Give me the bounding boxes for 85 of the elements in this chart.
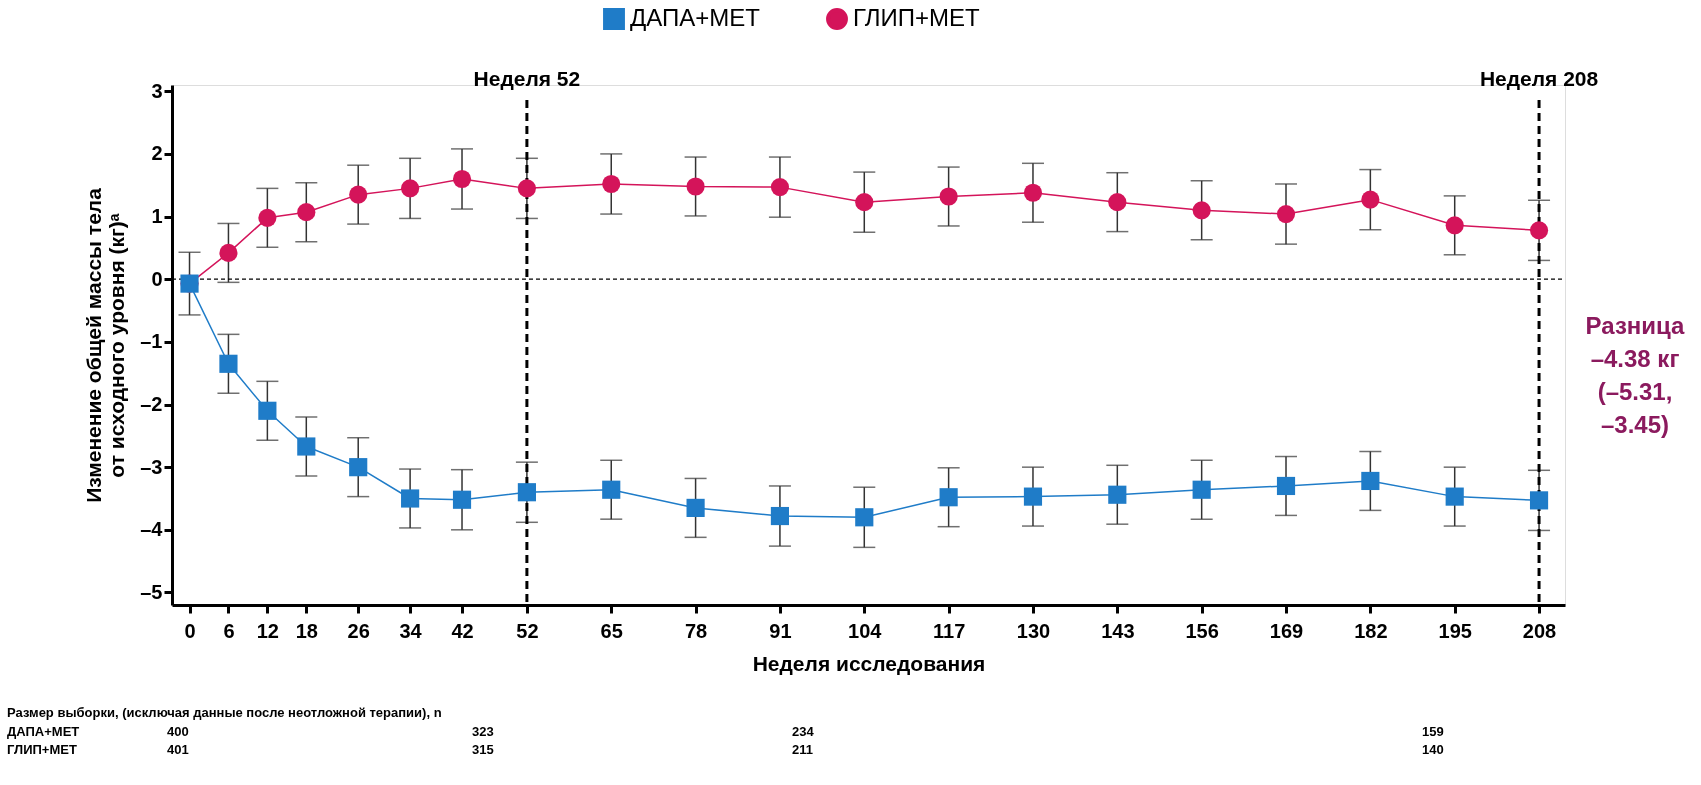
point xyxy=(1023,487,1043,506)
point xyxy=(219,354,238,373)
point xyxy=(686,177,705,196)
point xyxy=(219,243,238,262)
point xyxy=(1192,480,1211,499)
x-tick-label: 18 xyxy=(295,619,318,642)
y-tick-label: –2 xyxy=(140,393,163,416)
point xyxy=(517,179,536,198)
point xyxy=(686,498,705,517)
point xyxy=(1276,205,1296,224)
text: 234 xyxy=(792,724,815,739)
text: ГЛИП+МЕТ xyxy=(7,742,77,757)
x-tick-label: 156 xyxy=(1185,619,1219,642)
point xyxy=(939,488,958,507)
text: 159 xyxy=(1422,724,1444,739)
text: Размер выборки, (исключая данные после неотложной терапии), n xyxy=(7,705,442,720)
legend-label: ДАПА+МЕТ xyxy=(630,4,761,32)
point xyxy=(452,490,472,509)
y-tick-label: 1 xyxy=(151,205,163,228)
point xyxy=(1361,190,1380,209)
x-tick-label: 208 xyxy=(1522,619,1557,642)
point xyxy=(1361,471,1380,491)
point xyxy=(602,480,621,499)
point xyxy=(1192,201,1211,220)
x-tick-label: 91 xyxy=(769,619,792,642)
point xyxy=(1108,193,1127,212)
x-tick-label: 12 xyxy=(256,619,279,642)
point xyxy=(602,174,621,194)
x-tick-label: 0 xyxy=(184,619,196,642)
x-tick-label: 42 xyxy=(451,619,474,642)
point xyxy=(770,178,790,197)
point xyxy=(1108,485,1127,504)
point xyxy=(349,458,368,477)
x-tick-label: 104 xyxy=(848,619,883,642)
point xyxy=(258,208,277,227)
point xyxy=(855,508,874,527)
point xyxy=(855,193,874,212)
y-tick-label: –1 xyxy=(140,330,163,353)
y-tick-label: 2 xyxy=(151,142,163,165)
ref-line-label: Неделя 208 xyxy=(1479,67,1599,90)
text: 211 xyxy=(792,742,813,757)
text: 315 xyxy=(472,742,494,757)
point xyxy=(1529,491,1549,510)
y-tick-label: 3 xyxy=(151,79,163,102)
y-axis-title: Изменение общей массы тела от исходного уровня (кг)ᵃ xyxy=(82,187,129,503)
text: 140 xyxy=(1422,742,1444,757)
point xyxy=(401,489,420,508)
text: 401 xyxy=(167,742,189,757)
x-tick-label: 65 xyxy=(600,619,623,642)
y-tick-label: –4 xyxy=(140,518,164,541)
point xyxy=(401,179,420,198)
point xyxy=(1445,487,1464,506)
x-tick-label: 52 xyxy=(516,619,539,642)
x-tick-label: 78 xyxy=(684,619,708,642)
x-tick-label: 26 xyxy=(347,619,370,642)
text: Разница –4.38 кг (–5.31, –3.45) xyxy=(1585,312,1686,438)
text: ДАПА+МЕТ xyxy=(7,724,80,739)
x-tick-label: 34 xyxy=(399,619,423,642)
x-axis-title: Неделя исследования xyxy=(752,651,986,675)
point xyxy=(1445,216,1464,235)
y-tick-label: –3 xyxy=(140,455,163,478)
x-tick-label: 143 xyxy=(1101,619,1135,642)
x-tick-label: 130 xyxy=(1016,619,1051,642)
x-tick-label: 169 xyxy=(1269,619,1304,642)
x-tick-label: 195 xyxy=(1438,619,1472,642)
point xyxy=(297,437,316,456)
point xyxy=(517,483,536,502)
x-tick-label: 117 xyxy=(933,619,966,642)
x-tick-label: 182 xyxy=(1354,619,1388,642)
point xyxy=(939,187,958,206)
y-tick-label: 0 xyxy=(151,267,163,290)
point xyxy=(1529,221,1549,240)
y-tick-label: –5 xyxy=(140,580,163,603)
x-tick-label: 6 xyxy=(223,619,235,642)
point xyxy=(452,169,472,189)
legend-label: ГЛИП+МЕТ xyxy=(853,4,980,32)
point xyxy=(258,401,277,420)
point xyxy=(297,203,316,222)
point xyxy=(1023,183,1043,202)
point xyxy=(770,506,790,526)
point xyxy=(1276,476,1296,496)
ref-line-label: Неделя 52 xyxy=(473,67,581,90)
text: 323 xyxy=(472,724,494,739)
text: 400 xyxy=(167,724,189,739)
point xyxy=(349,185,368,204)
